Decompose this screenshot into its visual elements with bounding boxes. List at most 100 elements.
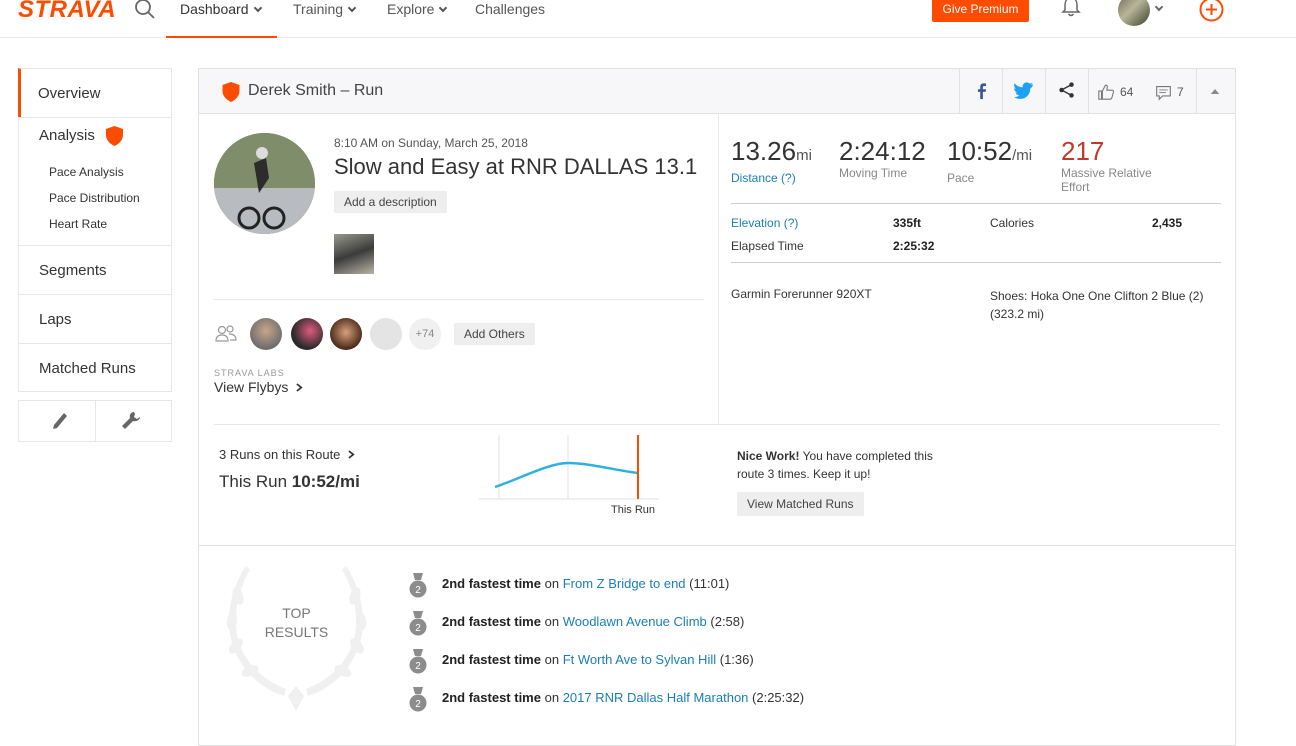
sidebar-item-matched-runs[interactable]: Matched Runs [18,343,172,392]
this-run-chart-label: This Run [611,504,656,516]
nav-challenges[interactable]: Challenges [475,1,546,17]
wrench-icon[interactable] [121,411,141,431]
sidebar-item-heart-rate[interactable]: Heart Rate [49,217,108,231]
share-facebook-button[interactable] [959,69,1002,113]
nav-dashboard[interactable]: Dashboard [166,0,277,38]
activity-title: Slow and Easy at RNR DALLAS 13.1 [334,154,698,179]
calories-label: Calories [990,216,1035,230]
activity-owner-title: Derek Smith – Run [248,82,384,99]
silver-medal-icon: 2 [409,687,427,712]
segment-link[interactable]: 2017 RNR Dallas Half Marathon [562,690,749,705]
silver-medal-icon: 2 [409,573,427,598]
kudos-count: 64 [1120,85,1134,99]
stat-distance: 13.26mi Distance (?) [731,136,812,185]
distance-help-link[interactable]: Distance (?) [731,171,796,185]
share-twitter-button[interactable] [1002,69,1045,113]
top-navigation: STRAVA Dashboard Training Explore Challe… [0,0,1296,38]
elapsed-time-value: 2:25:32 [893,239,935,253]
chevron-right-icon [296,383,303,392]
nav-training[interactable]: Training [293,0,357,38]
activity-datetime: 8:10 AM on Sunday, March 25, 2018 [334,136,528,150]
this-run-pace: This Run 10:52/mi [219,472,360,491]
laurel-wreath-icon [226,566,367,711]
add-others-button[interactable]: Add Others [454,323,535,345]
bell-icon[interactable] [1061,0,1081,18]
activity-photo-thumbnail[interactable] [334,234,374,274]
kudos-comments-group: 64 7 [1088,69,1196,113]
activity-summary: 8:10 AM on Sunday, March 25, 2018 Slow a… [199,114,719,424]
activity-panel: Derek Smith – Run [198,68,1236,746]
share-button[interactable] [1045,69,1088,113]
premium-shield-icon [106,126,123,146]
kudo-athlete-avatar[interactable] [291,318,323,350]
divider [731,203,1221,204]
activity-stats: 13.26mi Distance (?) 2:24:12 Moving Time… [719,114,1235,424]
strava-labs-label: STRAVA LABS [214,368,285,378]
elevation-help-link[interactable]: Elevation (?) [731,216,799,230]
matched-runs-section: 3 Runs on this Route This Run 10:52/mi T… [214,424,1220,545]
share-icon [1059,82,1074,98]
comments-button[interactable]: 7 [1155,83,1189,101]
kudo-athlete-avatar[interactable] [370,318,402,350]
search-icon[interactable] [134,0,156,20]
kudos-button[interactable]: 64 [1097,83,1147,101]
silver-medal-icon: 2 [409,649,427,674]
athlete-avatar[interactable] [214,133,315,234]
segment-link[interactable]: From Z Bridge to end [562,576,686,591]
comment-icon [1156,85,1171,101]
calories-value: 2,435 [1152,216,1183,230]
svg-text:2: 2 [415,623,421,634]
pace-trend-line [494,461,639,489]
stat-relative-effort[interactable]: 217 Massive Relative Effort [1061,136,1152,194]
sidebar-item-analysis[interactable]: Analysis Pace Analysis Pace Distribution… [18,117,172,245]
runs-on-route-link[interactable]: 3 Runs on this Route [219,447,355,462]
shoes-info: Shoes: Hoka One One Clifton 2 Blue (2) (… [990,289,1204,321]
facebook-icon [977,83,987,100]
divider [95,401,96,441]
collapse-button[interactable] [1196,69,1235,113]
comment-count: 7 [1177,85,1184,99]
sidebar-item-overview[interactable]: Overview [18,68,172,117]
sidebar-tools [18,400,172,442]
chevron-up-icon [1210,89,1220,94]
device-name: Garmin Forerunner 920XT [731,287,872,301]
add-description-button[interactable]: Add a description [334,191,447,213]
chevron-down-icon [347,3,357,13]
sidebar-item-pace-analysis[interactable]: Pace Analysis [49,165,124,179]
sidebar-item-laps[interactable]: Laps [18,294,172,343]
user-avatar[interactable] [1118,0,1150,26]
sidebar-analysis-label[interactable]: Analysis [39,127,95,144]
top-results-heading: TOP RESULTS [264,605,329,640]
add-activity-icon[interactable] [1199,0,1224,22]
chevron-down-icon [439,3,448,13]
top-results-section: TOP RESULTS 2 2nd fastest time on From Z… [199,545,1235,745]
chevron-down-icon[interactable] [1154,2,1164,12]
nice-work-message: Nice Work! You have completed this route… [737,449,933,481]
kudo-athlete-avatar[interactable] [250,318,282,350]
chevron-down-icon [253,3,262,13]
divider [731,262,1221,263]
pencil-icon[interactable] [51,411,69,431]
view-flybys-link[interactable]: View Flybys [214,379,303,395]
svg-text:2: 2 [415,661,421,672]
premium-shield-icon [222,82,240,102]
svg-text:2: 2 [415,699,421,710]
segment-link[interactable]: Woodlawn Avenue Climb [562,614,707,629]
strava-logo[interactable]: STRAVA [18,0,117,23]
elapsed-time-label: Elapsed Time [731,239,804,253]
thumbs-up-icon [1098,84,1115,100]
give-premium-button[interactable]: Give Premium [932,0,1029,22]
segment-link[interactable]: Ft Worth Ave to Sylvan Hill [562,652,717,667]
activity-header: Derek Smith – Run [199,69,1235,114]
chevron-right-icon [348,450,355,459]
nav-explore[interactable]: Explore [387,0,448,38]
stat-moving-time: 2:24:12 Moving Time [839,136,926,180]
sidebar-item-pace-distribution[interactable]: Pace Distribution [49,191,140,205]
view-matched-runs-button[interactable]: View Matched Runs [737,492,864,516]
twitter-icon [1014,82,1034,99]
kudo-athlete-avatar[interactable] [330,318,362,350]
elevation-value: 335ft [893,216,922,230]
athlete-photo [214,133,315,234]
sidebar-item-segments[interactable]: Segments [18,245,172,294]
more-kudos-count[interactable]: +74 [409,318,441,350]
